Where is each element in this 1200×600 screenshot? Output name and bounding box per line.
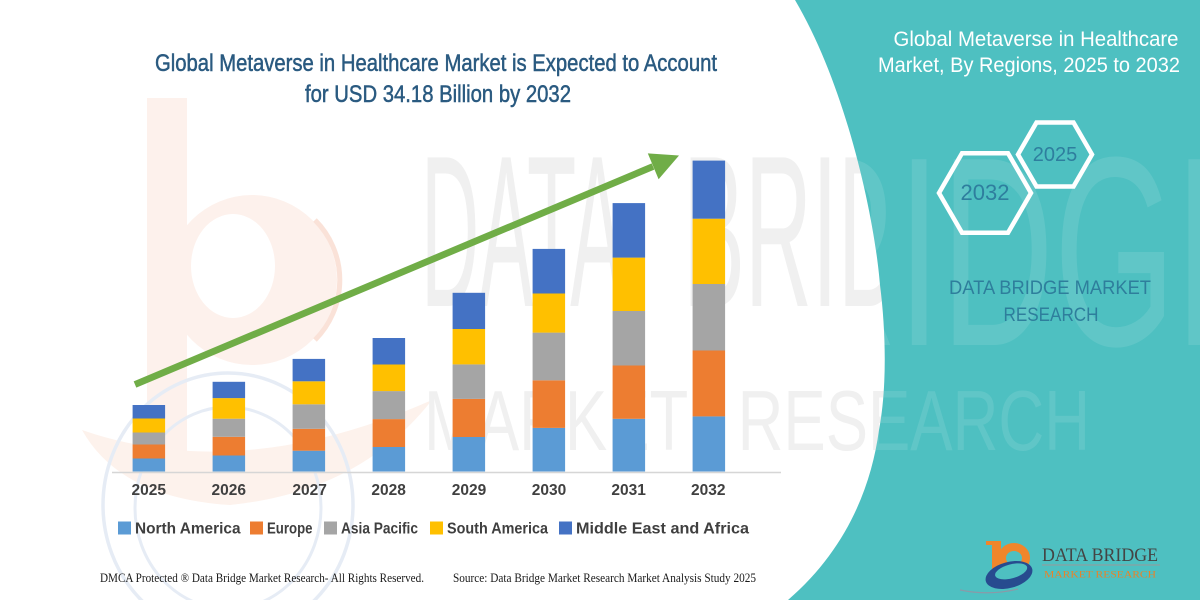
svg-text:RESEARCH: RESEARCH [1004,305,1099,326]
svg-text:Europe: Europe [267,521,313,538]
svg-text:Global Metaverse in Healthcare: Global Metaverse in Healthcare Market is… [155,50,717,77]
svg-text:2030: 2030 [532,482,566,499]
svg-text:2027: 2027 [292,482,326,499]
svg-text:North America: North America [135,521,241,538]
svg-text:2032: 2032 [961,180,1010,205]
svg-text:Middle East and Africa: Middle East and Africa [576,521,749,538]
svg-text:2025: 2025 [1033,144,1078,166]
svg-text:MARKET RESEARCH: MARKET RESEARCH [1044,570,1157,580]
svg-text:DATA BRIDGE: DATA BRIDGE [1042,545,1158,566]
svg-text:2032: 2032 [691,482,725,499]
svg-text:Global Metaverse in Healthcare: Global Metaverse in Healthcare [894,28,1179,51]
svg-text:Source: Data Bridge Market Res: Source: Data Bridge Market Research Mark… [453,571,756,585]
svg-text:2026: 2026 [212,482,247,499]
svg-text:for USD 34.18 Billion by 2032: for USD 34.18 Billion by 2032 [305,81,571,108]
svg-text:2029: 2029 [452,482,487,499]
svg-text:South America: South America [447,521,548,538]
svg-text:Market, By Regions, 2025 to 20: Market, By Regions, 2025 to 2032 [878,54,1180,77]
svg-text:2031: 2031 [611,482,646,499]
svg-text:DMCA Protected ® Data Bridge M: DMCA Protected ® Data Bridge Market Rese… [100,571,424,585]
svg-text:2028: 2028 [371,482,406,499]
svg-text:DATA BRIDGE MARKET: DATA BRIDGE MARKET [949,278,1151,299]
svg-text:DATA: DATA [421,110,624,352]
svg-text:2025: 2025 [132,482,167,499]
svg-text:Asia Pacific: Asia Pacific [341,521,418,538]
